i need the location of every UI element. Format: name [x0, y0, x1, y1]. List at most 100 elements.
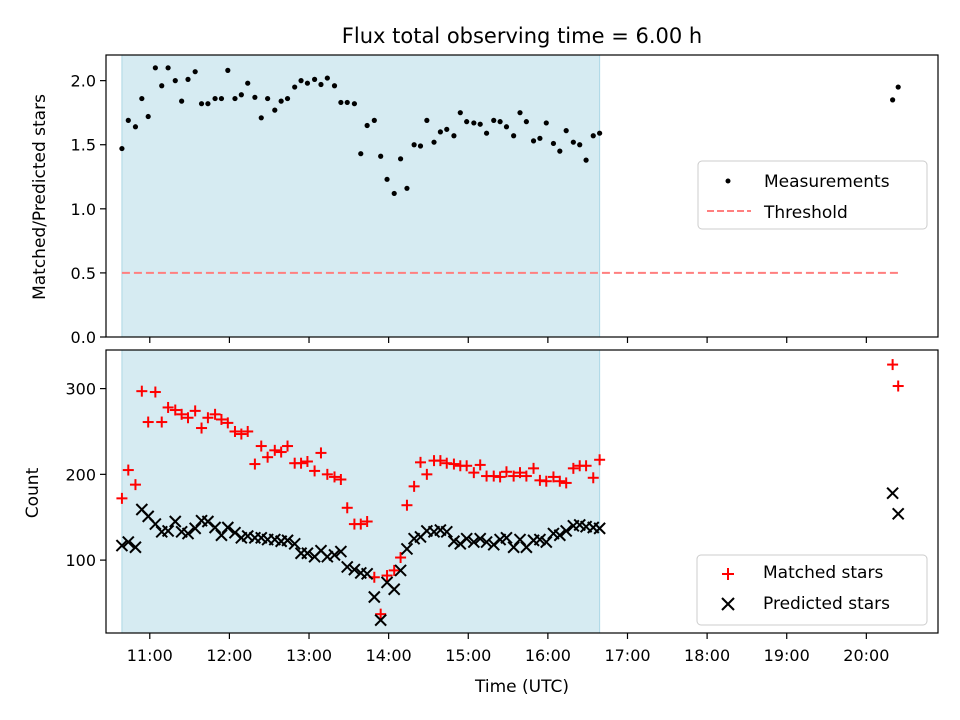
measurement-point	[238, 92, 244, 98]
legend-plus-icon	[722, 568, 734, 580]
measurement-point	[517, 110, 523, 116]
x-tick-label: 18:00	[684, 646, 730, 665]
predicted-point	[161, 524, 175, 538]
predicted-point	[480, 535, 493, 549]
measurement-point	[132, 124, 139, 130]
measurement-point	[331, 83, 338, 89]
matched-point	[189, 405, 201, 417]
predicted-point	[440, 525, 453, 539]
matched-point	[176, 408, 188, 420]
ratio-legend: Measurements Threshold	[697, 160, 928, 230]
matched-point	[514, 467, 526, 479]
ratio-y-axis-label: Matched/Predicted stars	[30, 94, 50, 300]
measurement-point	[185, 76, 191, 82]
measurement-point	[284, 95, 291, 102]
matched-point	[335, 473, 347, 485]
measurement-point	[119, 145, 125, 152]
predicted-point	[368, 590, 381, 604]
predicted-point	[891, 507, 905, 521]
measurement-point	[245, 80, 251, 86]
measurement-point	[364, 122, 370, 129]
measurement-point	[292, 84, 298, 90]
predicted-point	[328, 548, 341, 562]
legend-matched: Matched stars	[763, 563, 883, 583]
matched-point	[196, 422, 208, 434]
measurement-point	[358, 151, 364, 157]
predicted-point	[348, 563, 361, 576]
measurement-point	[437, 129, 443, 135]
x-tick-label: 19:00	[764, 646, 810, 665]
legend-x-icon	[721, 597, 735, 611]
matched-point	[282, 440, 294, 452]
matched-point	[587, 472, 599, 484]
predicted-point	[241, 529, 254, 543]
measurement-point	[152, 65, 158, 71]
predicted-point	[288, 537, 301, 551]
measurement-point	[371, 117, 377, 123]
predicted-point	[221, 521, 235, 534]
measurement-point	[483, 130, 490, 136]
matched-point	[215, 413, 227, 425]
measurement-points	[119, 65, 901, 197]
measurement-point	[411, 142, 417, 148]
x-axis-label: Time (UTC)	[474, 677, 569, 697]
matched-point	[520, 470, 532, 482]
x-tick-label: 20:00	[843, 646, 889, 665]
measurement-point	[537, 135, 543, 141]
chart-title: Flux total observing time = 6.00 h	[342, 24, 702, 48]
matched-point	[315, 447, 327, 459]
measurement-point	[597, 130, 603, 136]
x-tick-label: 11:00	[127, 646, 173, 665]
ratio-panel: 0.00.51.01.52.0 Matched/Predicted stars …	[30, 54, 939, 347]
predicted-point	[321, 550, 334, 563]
measurement-point	[543, 120, 549, 126]
legend-dot-icon	[725, 178, 731, 184]
ratio-x-ticks	[149, 337, 867, 343]
matched-point	[249, 458, 261, 470]
measurement-point	[378, 153, 384, 159]
count-x-ticks: 11:00 12:00 13:00 14:00 15:00 16:00 17:00 18:00…	[127, 633, 889, 665]
measurement-point	[304, 80, 311, 86]
matched-point	[255, 440, 267, 452]
measurement-point	[212, 95, 218, 102]
matched-point	[540, 475, 552, 487]
legend-predicted: Predicted stars	[763, 594, 890, 614]
matched-point	[136, 385, 148, 397]
matched-point	[169, 404, 181, 416]
y-tick-label: 1.0	[71, 200, 96, 219]
matched-point	[560, 477, 572, 489]
predicted-point	[129, 541, 142, 554]
measurement-point	[252, 94, 258, 100]
matched-point	[142, 416, 154, 428]
matched-point	[388, 564, 400, 576]
predicted-point	[593, 522, 606, 535]
matched-point	[434, 455, 446, 467]
predicted-point	[169, 515, 182, 528]
measurement-point	[491, 117, 497, 123]
measurement-point	[577, 142, 583, 148]
predicted-point	[400, 542, 414, 556]
measurement-point	[523, 119, 529, 125]
y-tick-label: 200	[65, 465, 96, 484]
measurement-point	[503, 124, 510, 130]
matched-point	[162, 401, 174, 413]
measurement-point	[417, 143, 424, 149]
measurement-point	[511, 133, 517, 139]
measurement-point	[324, 75, 330, 81]
matched-point	[116, 492, 128, 504]
ratio-shaded-span	[121, 54, 601, 338]
measurement-point	[563, 128, 569, 134]
matched-point	[122, 464, 134, 476]
matched-point	[414, 456, 426, 468]
matched-points	[116, 359, 904, 620]
matched-point	[301, 455, 313, 467]
matched-point	[468, 467, 480, 479]
matched-point	[461, 460, 473, 472]
predicted-points	[115, 487, 905, 627]
matched-point	[355, 518, 367, 530]
matched-point	[474, 459, 486, 471]
predicted-point	[553, 529, 567, 542]
measurement-point	[172, 78, 178, 84]
ratio-plot-frame	[105, 54, 939, 338]
measurement-point	[165, 65, 171, 71]
